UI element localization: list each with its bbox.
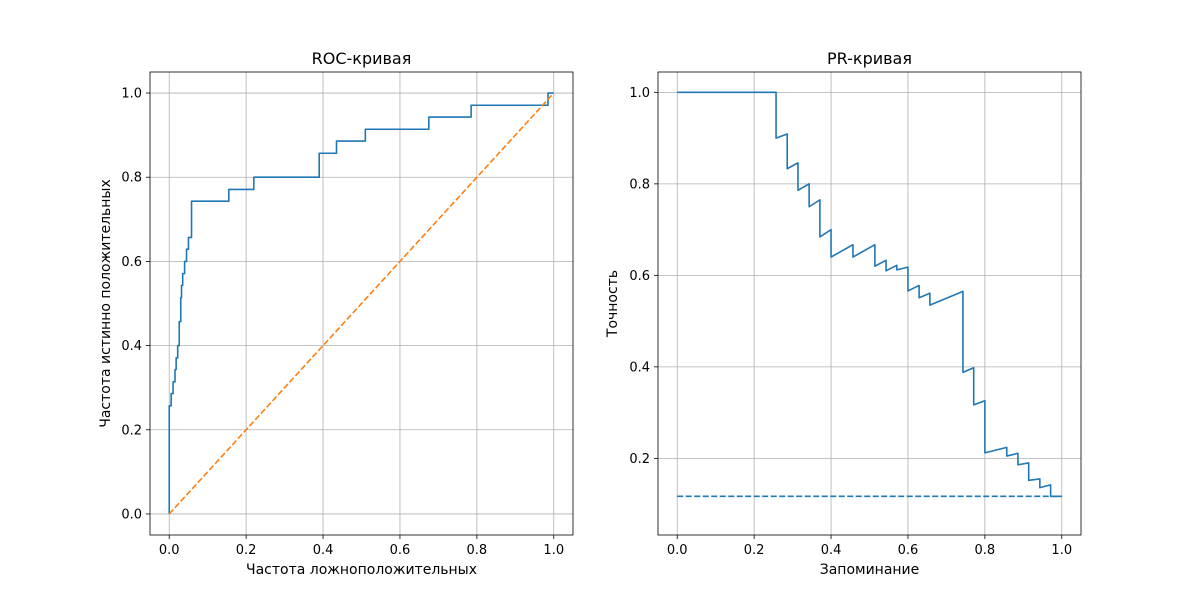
roc-ytick-label: 0.8 bbox=[121, 171, 142, 186]
roc-series-dashed-line bbox=[168, 92, 555, 515]
pr-xtick-label: 0.0 bbox=[667, 543, 688, 558]
pr-xlabel: Запоминание bbox=[820, 562, 920, 578]
roc-ytick-label: 0.6 bbox=[121, 255, 142, 270]
roc-title: ROC-кривая bbox=[312, 49, 412, 68]
roc-series-line bbox=[168, 92, 554, 514]
pr-axes-frame bbox=[657, 71, 1082, 536]
roc-xtick-label: 0.2 bbox=[236, 543, 257, 558]
roc-chart: 0.0 0.2 0.4 0.6 0.8 1.0 0.0 0.2 0.4 0.6 0.8 1.0 ROC… bbox=[98, 49, 574, 578]
roc-xtick-label: 0.0 bbox=[159, 543, 180, 558]
roc-xtick-label: 1.0 bbox=[543, 543, 564, 558]
roc-series bbox=[168, 92, 555, 515]
pr-ytick-label: 1.0 bbox=[629, 86, 650, 101]
pr-xtick-label: 0.8 bbox=[975, 543, 996, 558]
roc-xlabel: Частота ложноположительных bbox=[246, 562, 477, 578]
pr-series-line bbox=[677, 91, 1062, 498]
pr-xtick-label: 0.2 bbox=[744, 543, 765, 558]
roc-ticks: 0.0 0.2 0.4 0.6 0.8 1.0 0.0 0.2 0.4 0.6 0.8 1.0 bbox=[121, 87, 564, 558]
pr-ylabel: Точность bbox=[605, 270, 621, 338]
pr-grid bbox=[658, 72, 1081, 535]
pr-ytick-label: 0.4 bbox=[629, 360, 650, 375]
roc-ylabel: Частота истинно положительных bbox=[98, 179, 114, 428]
roc-ytick-label: 0.2 bbox=[121, 423, 142, 438]
pr-ytick-label: 0.2 bbox=[629, 452, 650, 467]
pr-xtick-label: 0.6 bbox=[898, 543, 919, 558]
roc-ytick-label: 0.0 bbox=[121, 507, 142, 522]
roc-ytick-label: 1.0 bbox=[121, 87, 142, 102]
pr-title: PR-кривая bbox=[827, 49, 912, 68]
pr-series bbox=[677, 91, 1062, 498]
pr-ticks: 0.0 0.2 0.4 0.6 0.8 1.0 0.2 0.4 0.6 0.8 1.0 bbox=[629, 86, 1072, 558]
roc-ytick-label: 0.4 bbox=[121, 339, 142, 354]
pr-xtick-label: 0.4 bbox=[821, 543, 842, 558]
roc-grid bbox=[150, 72, 573, 535]
pr-chart: 0.0 0.2 0.4 0.6 0.8 1.0 0.2 0.4 0.6 0.8 1.0 PR-кри… bbox=[605, 49, 1082, 578]
roc-xtick-label: 0.4 bbox=[313, 543, 334, 558]
roc-axes-frame bbox=[149, 71, 574, 536]
pr-ytick-label: 0.8 bbox=[629, 177, 650, 192]
roc-xtick-label: 0.8 bbox=[467, 543, 488, 558]
pr-ytick-label: 0.6 bbox=[629, 269, 650, 284]
roc-xtick-label: 0.6 bbox=[390, 543, 411, 558]
pr-xtick-label: 1.0 bbox=[1051, 543, 1072, 558]
